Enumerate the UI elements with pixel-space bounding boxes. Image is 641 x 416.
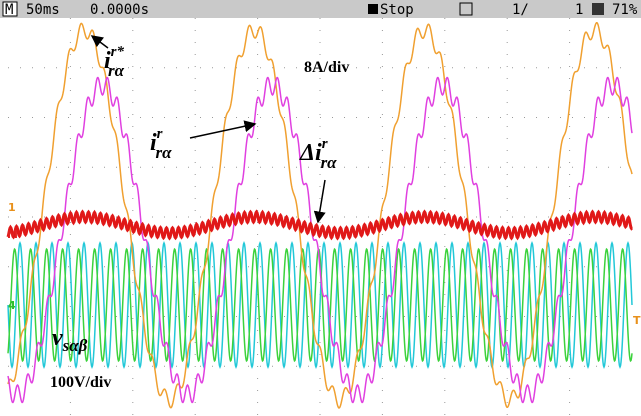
symbol: Δi (299, 140, 322, 166)
current-scale: 8A/div (304, 59, 349, 76)
ch1-marker: 1 (8, 201, 16, 214)
delay: 0.0000s (90, 2, 149, 18)
stop-icon (368, 4, 378, 14)
trigger-marker: T (633, 314, 641, 327)
mode: M (5, 2, 13, 18)
oscilloscope-screen: M 50ms 0.0000s Stop 1/ 1 71% 1 M 4 T ir*… (0, 0, 641, 416)
superscript: r (157, 126, 163, 142)
subscript: rα (156, 143, 173, 162)
superscript: r* (111, 44, 125, 60)
subscript: rα (321, 153, 338, 172)
timebase: 50ms (26, 2, 60, 18)
label-i-ref: ir*rα (104, 44, 125, 80)
acq: 1/ (512, 2, 529, 18)
superscript: r (322, 136, 328, 152)
ch4-marker: 4 (8, 299, 16, 312)
subscript: rα (108, 61, 125, 80)
acq-count: 1 (575, 2, 583, 18)
math-marker: M (7, 228, 18, 241)
symbol: v (52, 325, 63, 351)
subscript: sαβ (62, 336, 88, 355)
battery: 71% (612, 2, 638, 18)
run-state: Stop (380, 2, 414, 18)
voltage-scale: 100V/div (50, 374, 111, 391)
battery-icon (592, 3, 604, 15)
